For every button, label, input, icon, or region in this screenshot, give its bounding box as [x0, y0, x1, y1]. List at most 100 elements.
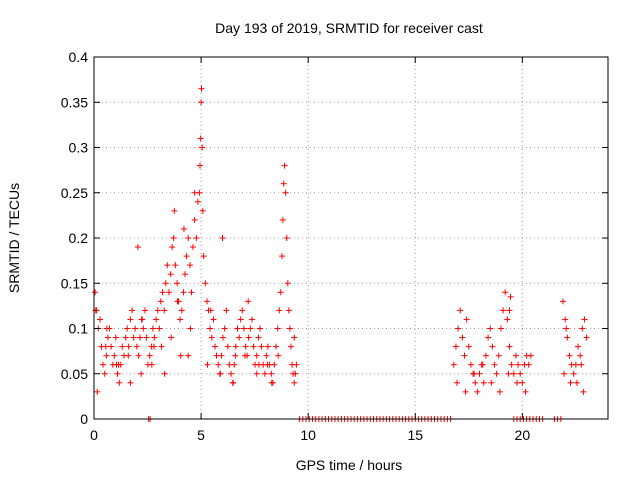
data-point — [253, 370, 260, 377]
data-point — [457, 307, 464, 314]
data-point — [515, 361, 522, 368]
y-tick-label: 0.05 — [61, 366, 88, 382]
data-point — [276, 307, 283, 314]
x-tick-label: 5 — [197, 427, 205, 443]
data-point — [223, 307, 230, 314]
data-point — [283, 235, 290, 241]
data-point — [140, 325, 147, 332]
data-point — [182, 271, 189, 278]
data-point — [177, 316, 184, 323]
data-point — [275, 352, 282, 359]
data-point — [204, 361, 211, 368]
data-point — [102, 343, 109, 350]
y-axis-label: SRMTID / TECUs — [6, 183, 22, 293]
data-point — [132, 325, 139, 332]
data-point — [129, 307, 136, 314]
data-point — [219, 334, 226, 341]
x-tick-label: 0 — [90, 427, 98, 443]
data-point — [572, 361, 579, 368]
data-point — [506, 343, 513, 350]
data-point — [218, 352, 225, 359]
y-tick-labels: 0 0.05 0.1 0.15 0.2 0.25 0.3 0.35 0.4 — [61, 49, 88, 427]
axis-ticks — [93, 56, 608, 420]
data-point — [148, 361, 155, 368]
data-point — [512, 352, 519, 359]
data-point — [455, 325, 462, 332]
data-point — [487, 325, 494, 332]
data-point — [185, 235, 192, 241]
data-point — [240, 325, 247, 332]
data-point — [215, 361, 222, 368]
data-point — [279, 216, 286, 223]
data-point — [285, 307, 292, 314]
data-point — [134, 244, 141, 251]
data-point — [112, 334, 119, 341]
data-point — [237, 316, 244, 323]
data-point — [563, 325, 570, 332]
data-point — [178, 307, 185, 314]
data-point — [253, 352, 260, 359]
data-point — [255, 334, 262, 341]
data-point — [200, 253, 207, 260]
data-point — [245, 298, 252, 305]
data-point — [471, 370, 478, 377]
data-point — [236, 334, 243, 341]
data-point — [577, 352, 584, 359]
data-point — [250, 343, 257, 350]
data-point — [158, 343, 165, 350]
data-point — [292, 370, 299, 377]
data-point — [135, 352, 142, 359]
data-point — [281, 162, 288, 169]
data-point — [207, 307, 214, 314]
data-point — [104, 334, 111, 341]
data-point — [114, 370, 121, 377]
data-point — [199, 144, 206, 151]
data-point — [264, 343, 271, 350]
data-point — [562, 316, 569, 323]
data-point — [462, 388, 469, 395]
data-point — [522, 388, 529, 395]
data-point — [271, 361, 278, 368]
data-point — [491, 361, 498, 368]
data-point — [255, 361, 262, 368]
data-point — [151, 334, 158, 341]
data-point — [157, 298, 164, 305]
data-point — [566, 352, 573, 359]
data-point — [288, 343, 295, 350]
data-point — [193, 235, 200, 241]
data-point — [274, 325, 281, 332]
data-point — [143, 334, 150, 341]
data-point — [194, 198, 201, 205]
data-point — [191, 216, 198, 223]
data-point — [124, 325, 131, 332]
data-point — [204, 298, 211, 305]
data-point — [525, 361, 532, 368]
data-point — [579, 325, 586, 332]
data-point — [497, 325, 504, 332]
data-point — [476, 370, 483, 377]
data-point — [207, 325, 214, 332]
data-point — [567, 379, 574, 386]
data-point — [183, 253, 190, 260]
data-point — [212, 343, 219, 350]
x-tick-label: 20 — [515, 427, 531, 443]
data-point — [130, 334, 137, 341]
data-point — [231, 361, 238, 368]
data-point — [113, 361, 120, 368]
x-tick-label: 10 — [300, 427, 316, 443]
data-point — [452, 343, 459, 350]
data-point — [268, 370, 275, 377]
data-point — [489, 343, 496, 350]
data-point — [461, 352, 468, 359]
data-point — [507, 293, 514, 300]
data-point — [573, 379, 580, 386]
data-point — [261, 370, 268, 377]
data-point — [263, 352, 270, 359]
data-point — [258, 343, 265, 350]
y-tick-label: 0.35 — [61, 94, 88, 110]
data-point — [500, 307, 507, 314]
data-point — [485, 334, 492, 341]
data-point — [217, 370, 224, 377]
data-point — [450, 361, 457, 368]
